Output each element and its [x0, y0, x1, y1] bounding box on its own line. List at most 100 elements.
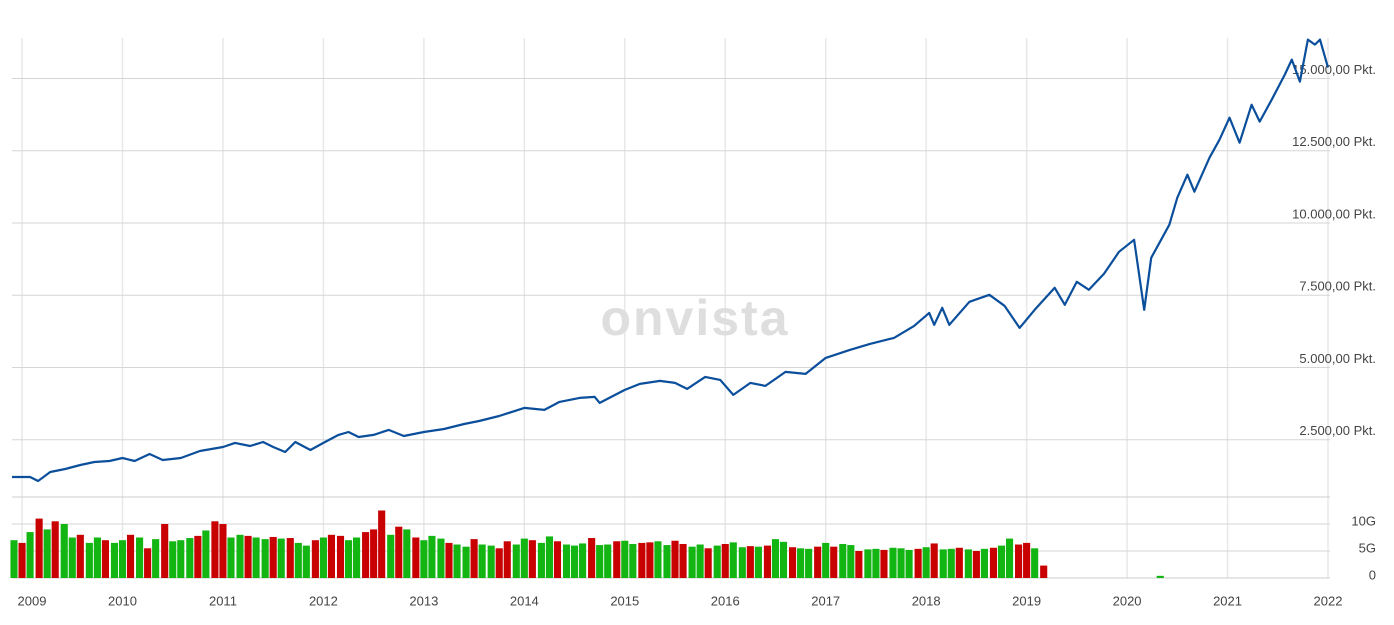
volume-bar [194, 535, 202, 578]
volume-bar [470, 539, 478, 578]
volume-bar [604, 544, 612, 578]
volume-bar [211, 521, 219, 578]
volume-bar [654, 541, 662, 578]
volume-bar [964, 549, 972, 578]
volume-bar [621, 540, 629, 578]
volume-bar [43, 529, 51, 578]
volume-bar [922, 547, 930, 578]
volume-bar [830, 546, 838, 578]
volume-bar [671, 540, 679, 578]
volume-bar [487, 545, 495, 578]
volume-bar [362, 532, 370, 578]
y-tick-label: 2.500,00 Pkt. [1299, 423, 1376, 438]
volume-bar [696, 544, 704, 578]
volume-bar [51, 521, 59, 578]
volume-bar [18, 542, 26, 578]
volume-bar [1031, 548, 1039, 578]
x-tick-label: 2022 [1314, 593, 1343, 608]
volume-bar [855, 551, 863, 578]
x-tick-label: 2011 [209, 593, 237, 608]
y-tick-label: 10.000,00 Pkt. [1292, 206, 1376, 221]
volume-bar [327, 534, 336, 578]
volume-bar [277, 538, 285, 578]
volume-bar [26, 532, 34, 578]
x-tick-label: 2014 [510, 593, 539, 608]
volume-bar [638, 542, 646, 578]
volume-bar [629, 543, 637, 578]
volume-bar [76, 534, 84, 578]
volume-bar [311, 540, 319, 578]
volume-bar [562, 544, 571, 578]
volume-bar [872, 548, 880, 578]
volume-bar [880, 549, 888, 578]
volume-bar [126, 534, 135, 578]
volume-bar [545, 536, 554, 578]
volume-bar [763, 545, 771, 578]
volume-bar [219, 524, 227, 578]
volume-bar [453, 544, 461, 578]
volume-bar [679, 543, 687, 578]
volume-bar [553, 541, 562, 578]
volume-bar [101, 540, 109, 578]
volume-bar [746, 546, 754, 578]
volume-bar [596, 545, 604, 578]
volume-bar [462, 546, 470, 578]
volume-bar [10, 540, 18, 578]
volume-bar [261, 539, 269, 578]
volume-bar [118, 540, 127, 578]
volume-bar [252, 537, 260, 578]
y-tick-label: 15.000,00 Pkt. [1292, 62, 1376, 77]
volume-bar [286, 538, 294, 578]
volume-bar [395, 526, 403, 578]
x-tick-label: 2016 [711, 593, 740, 608]
volume-bar [571, 545, 579, 578]
x-tick-label: 2020 [1113, 593, 1142, 608]
y-tick-label: 10G [1351, 513, 1376, 528]
volume-bar [420, 540, 428, 578]
volume-bar [972, 551, 980, 578]
volume-bar [1005, 538, 1014, 578]
volume-bar [579, 543, 587, 578]
volume-bar [1023, 542, 1031, 578]
y-tick-label: 5G [1359, 540, 1376, 555]
volume-bar [754, 546, 762, 578]
volume-bar [344, 540, 353, 578]
volume-bar [503, 541, 511, 578]
volume-bar [403, 529, 411, 578]
volume-bar [144, 548, 152, 578]
volume-bar [814, 546, 822, 578]
volume-bar [110, 542, 119, 578]
volume-bar [729, 542, 737, 578]
volume-bar [847, 545, 855, 578]
x-tick-label: 2018 [912, 593, 941, 608]
volume-bar [537, 542, 545, 578]
volume-bar [294, 542, 302, 578]
volume-bar [478, 544, 486, 578]
volume-bar [939, 549, 947, 578]
volume-bar [914, 548, 922, 578]
x-tick-label: 2021 [1213, 593, 1242, 608]
watermark: onvista [600, 290, 789, 346]
volume-bar [169, 541, 177, 578]
volume-bar [495, 548, 503, 578]
volume-bar [236, 534, 244, 578]
volume-bar [989, 547, 998, 578]
y-tick-label: 7.500,00 Pkt. [1299, 279, 1376, 294]
volume-bar [1156, 575, 1164, 578]
volume-bar [378, 510, 386, 578]
volume-bar [269, 536, 277, 578]
volume-bar [955, 547, 963, 578]
volume-bar [177, 540, 185, 578]
volume-bar [805, 548, 813, 578]
y-tick-label: 12.500,00 Pkt. [1292, 134, 1376, 149]
x-tick-label: 2015 [610, 593, 639, 608]
volume-bar [980, 548, 988, 578]
volume-bar [370, 529, 378, 578]
volume-bar [713, 545, 721, 578]
volume-bar [512, 544, 520, 578]
volume-bar [319, 537, 327, 578]
volume-bar [721, 543, 729, 578]
volume-bar [797, 548, 805, 578]
volume-bar [646, 542, 654, 578]
